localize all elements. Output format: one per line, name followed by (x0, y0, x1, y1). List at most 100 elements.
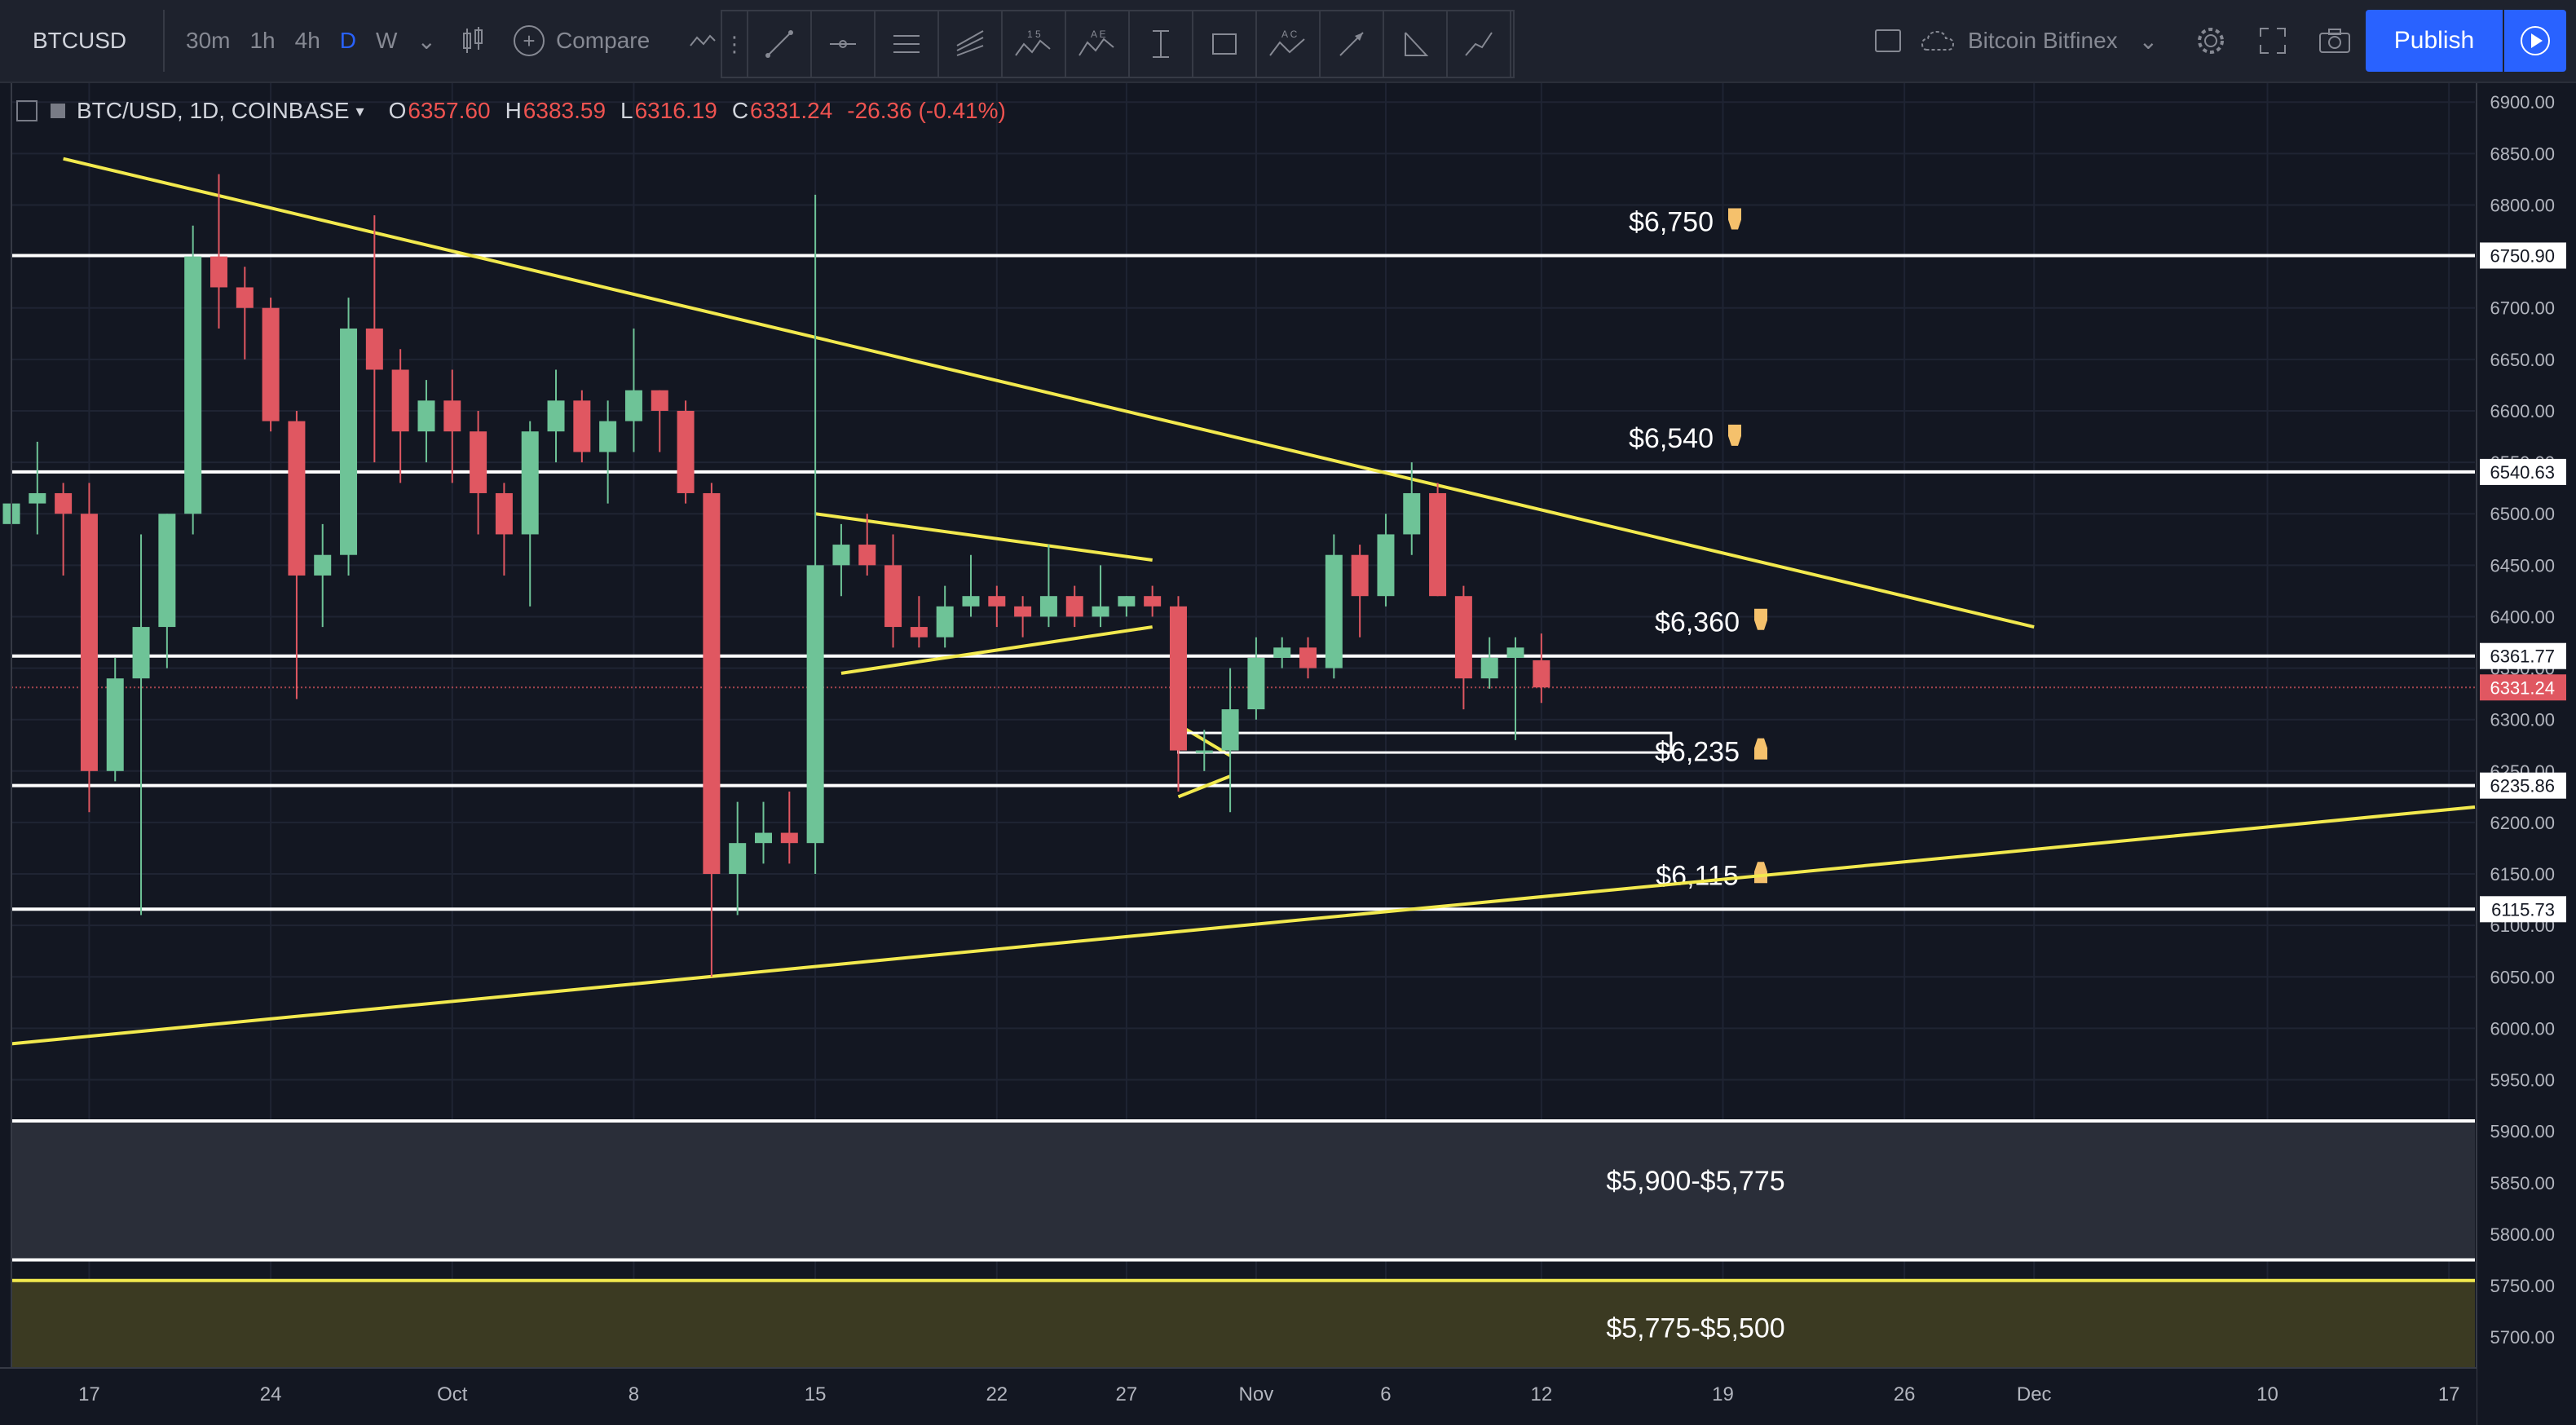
pattern-tool-label: 1 5 (1027, 29, 1041, 40)
time-tick-label: Nov (1239, 1383, 1274, 1405)
candle-body (677, 410, 695, 493)
fullscreen-icon[interactable] (2252, 20, 2294, 62)
triangle-icon[interactable] (1384, 11, 1448, 77)
hand-up-icon (1754, 738, 1767, 760)
price-level-tag (2480, 896, 2566, 923)
candle (677, 400, 695, 504)
indicators-icon[interactable] (681, 20, 724, 62)
candle-body (858, 545, 876, 566)
candle-body (106, 678, 124, 771)
level-annotation-text: $6,115 (1656, 860, 1738, 891)
low-value: 6316.19 (634, 98, 717, 123)
time-tick-label: 17 (2438, 1383, 2460, 1405)
candle-body (236, 287, 254, 308)
series-title[interactable]: BTC/USD, 1D, COINBASE (77, 98, 350, 123)
candle (1533, 633, 1550, 704)
abcd-icon[interactable]: A C (1257, 11, 1321, 77)
hand-down-icon (1728, 208, 1741, 230)
hline-tool-icon[interactable] (812, 11, 876, 77)
price-level-tag-label: 6361.77 (2490, 646, 2555, 667)
candle-body (158, 514, 176, 628)
price-tick-label: 5750.00 (2490, 1276, 2555, 1296)
hand-up-icon (1754, 862, 1767, 884)
drag-handle-icon[interactable]: ⋮ (722, 11, 748, 77)
caret-down-icon[interactable]: ▾ (355, 102, 364, 121)
time-tick-label: Dec (2017, 1383, 2052, 1405)
price-tick-label: 5800.00 (2490, 1224, 2555, 1245)
price-level-tag (2480, 242, 2566, 269)
candle-body (80, 514, 98, 771)
current-price-tag-label: 6331.24 (2490, 677, 2555, 698)
gear-icon[interactable] (2190, 20, 2232, 62)
series-color-icon (51, 104, 65, 118)
rectangle-icon[interactable] (1193, 11, 1257, 77)
elliott-icon[interactable]: A E (1066, 11, 1130, 77)
interval-4h[interactable]: 4h (294, 28, 320, 53)
level-annotation-text: $6,360 (1655, 607, 1740, 638)
candles-icon[interactable] (452, 20, 494, 62)
arrow-icon[interactable] (1321, 11, 1384, 77)
path-icon[interactable] (1448, 11, 1511, 77)
layout-icon[interactable] (1867, 20, 1909, 62)
price-tick-label: 6500.00 (2490, 504, 2555, 524)
candle-body (1065, 596, 1083, 617)
open-key: O (388, 98, 407, 123)
candle (184, 225, 202, 535)
measure-icon[interactable] (1130, 11, 1193, 77)
price-level-tag (2480, 772, 2566, 799)
compare-button[interactable]: + Compare (514, 20, 650, 62)
parallel-channel-icon[interactable] (876, 11, 939, 77)
candle (210, 174, 227, 329)
candle (106, 657, 124, 782)
candle-body (1273, 647, 1291, 658)
pitchfork-icon[interactable] (939, 11, 1003, 77)
camera-icon[interactable] (2314, 20, 2356, 62)
candle (884, 534, 902, 648)
price-zone (11, 1121, 2475, 1260)
candle-body (495, 492, 513, 535)
symbol-label: BTCUSD (33, 28, 127, 53)
candle (573, 390, 591, 463)
expand-icon[interactable] (16, 100, 37, 121)
candle-body (29, 492, 46, 504)
interval-d[interactable]: D (339, 28, 357, 53)
candle (470, 410, 487, 535)
candle-body (780, 832, 798, 844)
symbol-search[interactable]: BTCUSD (13, 10, 165, 72)
candle-body (1118, 596, 1136, 607)
exchange-label: Bitcoin Bitfinex (1968, 28, 2118, 53)
candle (55, 483, 73, 576)
candle-body (1092, 606, 1109, 617)
time-tick-label: 6 (1380, 1383, 1391, 1405)
line-tool-icon[interactable] (748, 11, 812, 77)
exchange-selector[interactable]: Bitcoin Bitfinex ⌄ (1921, 20, 2158, 62)
candle-body (1533, 660, 1550, 688)
candle (29, 441, 46, 535)
candle-body (391, 369, 409, 432)
pattern-icon[interactable]: 1 5 (1003, 11, 1066, 77)
drawing-toolbar: ⋮ 1 5 A E A C (721, 10, 1515, 78)
candle-body (936, 606, 954, 638)
publish-button[interactable]: Publish (2366, 10, 2503, 72)
interval-30m[interactable]: 30m (186, 28, 231, 53)
trend-line (63, 157, 2035, 629)
candle-body (1014, 606, 1032, 617)
candle (340, 298, 358, 576)
candle-body (1377, 534, 1395, 597)
interval-w[interactable]: W (376, 28, 398, 53)
chevron-down-icon[interactable]: ⌄ (417, 28, 436, 54)
price-tick-label: 5950.00 (2490, 1070, 2555, 1091)
interval-1h[interactable]: 1h (249, 28, 276, 53)
candle (495, 483, 513, 576)
close-key: C (731, 98, 749, 123)
candle-body (262, 307, 280, 421)
time-tick-label: 19 (1712, 1383, 1734, 1405)
candle-body (1351, 554, 1369, 597)
candle-body (703, 492, 721, 875)
change-value: -26.36 (-0.41%) (847, 98, 1006, 123)
time-tick-label: 8 (629, 1383, 639, 1405)
time-tick-label: 26 (1894, 1383, 1916, 1405)
play-icon[interactable] (2504, 10, 2566, 72)
hand-down-icon (1728, 424, 1741, 446)
